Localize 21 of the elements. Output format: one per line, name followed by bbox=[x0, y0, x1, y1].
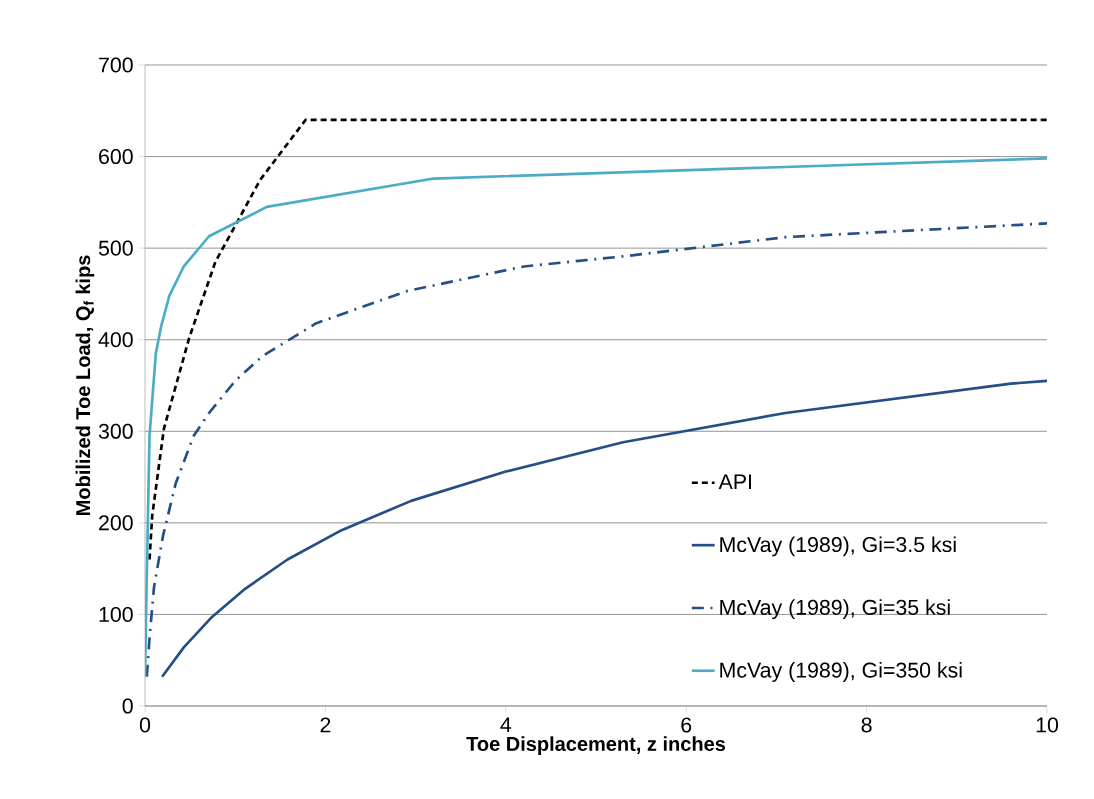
x-tick-label: 6 bbox=[681, 717, 692, 733]
y-tick-label: 0 bbox=[122, 698, 133, 714]
x-tick-label: 4 bbox=[500, 717, 512, 733]
legend-label: API bbox=[718, 474, 751, 490]
x-tick-label: 2 bbox=[320, 717, 331, 733]
y-tick-label: 700 bbox=[99, 57, 133, 73]
x-tick-label: 8 bbox=[861, 717, 872, 733]
x-tick-label: 10 bbox=[1036, 717, 1059, 733]
y-tick-label: 200 bbox=[99, 515, 133, 531]
legend-label: McVay (1989), Gi=350 ksi bbox=[720, 662, 962, 682]
y-tick-label: 100 bbox=[99, 606, 133, 622]
y-tick-label: 500 bbox=[98, 240, 133, 256]
x-axis-title: Toe Displacement, z inches bbox=[466, 736, 726, 755]
y-axis-title: Mobilized Toe Load, Q$_{f}$ kips bbox=[75, 255, 95, 515]
y-tick-label: 400 bbox=[98, 332, 133, 348]
y-tick-label: 300 bbox=[98, 423, 133, 439]
x-tick-label: 0 bbox=[139, 717, 151, 733]
line-series bbox=[148, 118, 1048, 561]
legend-label: McVay (1989), Gi=35 ksi bbox=[720, 599, 950, 620]
legend-label: McVay (1989), Gi=3.5 ksi bbox=[720, 536, 956, 557]
y-tick-label: 600 bbox=[99, 149, 133, 165]
